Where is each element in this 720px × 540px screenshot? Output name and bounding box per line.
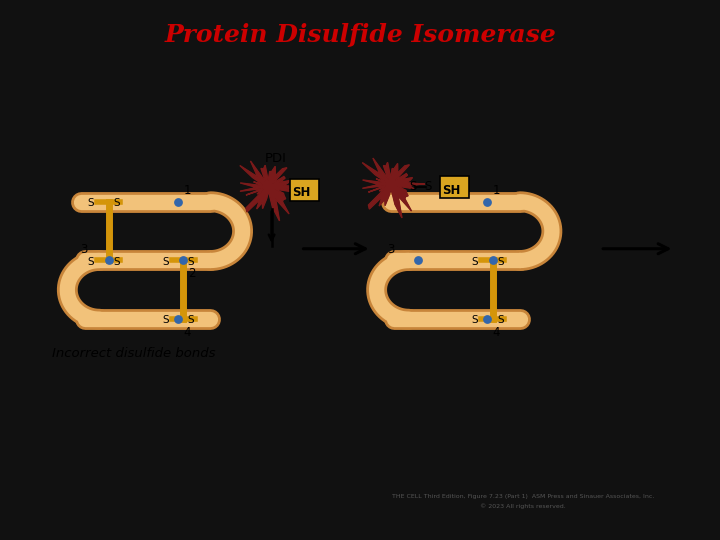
Text: 4: 4 [184, 326, 191, 339]
Text: S: S [497, 315, 504, 325]
Text: S: S [472, 315, 478, 325]
FancyBboxPatch shape [289, 179, 319, 201]
Text: 4: 4 [492, 326, 500, 339]
FancyBboxPatch shape [440, 176, 469, 198]
Text: 3: 3 [387, 243, 395, 256]
Point [482, 315, 493, 323]
Text: PDI: PDI [265, 152, 287, 165]
Point [412, 256, 423, 265]
Text: S: S [113, 198, 120, 208]
Text: S: S [410, 180, 417, 193]
Text: 3: 3 [80, 243, 88, 256]
Text: S: S [162, 315, 168, 325]
Text: S: S [113, 256, 120, 267]
Polygon shape [362, 158, 425, 218]
Text: S: S [162, 256, 168, 267]
Text: S: S [87, 198, 94, 208]
Text: 1: 1 [184, 184, 191, 197]
Text: THE CELL Third Edition, Figure 7.23 (Part 1)  ASM Press and Sinauer Associates, : THE CELL Third Edition, Figure 7.23 (Par… [392, 494, 654, 500]
Text: S: S [472, 256, 478, 267]
Text: S: S [87, 256, 94, 267]
Point [172, 198, 184, 206]
Text: 2: 2 [189, 267, 196, 280]
Text: SH: SH [292, 186, 310, 199]
Point [487, 256, 498, 265]
Point [178, 256, 189, 265]
Text: Incorrect disulfide bonds: Incorrect disulfide bonds [53, 347, 216, 360]
Point [103, 256, 114, 265]
Polygon shape [240, 161, 302, 221]
Point [172, 315, 184, 323]
Point [482, 198, 493, 206]
Text: 1: 1 [492, 184, 500, 197]
Text: SH: SH [442, 184, 461, 197]
Text: S: S [425, 180, 432, 193]
Text: S: S [188, 256, 194, 267]
Text: S: S [497, 256, 504, 267]
Text: S: S [188, 315, 194, 325]
Text: © 2023 All rights reserved.: © 2023 All rights reserved. [480, 504, 566, 509]
Text: Protein Disulfide Isomerase: Protein Disulfide Isomerase [164, 23, 556, 47]
